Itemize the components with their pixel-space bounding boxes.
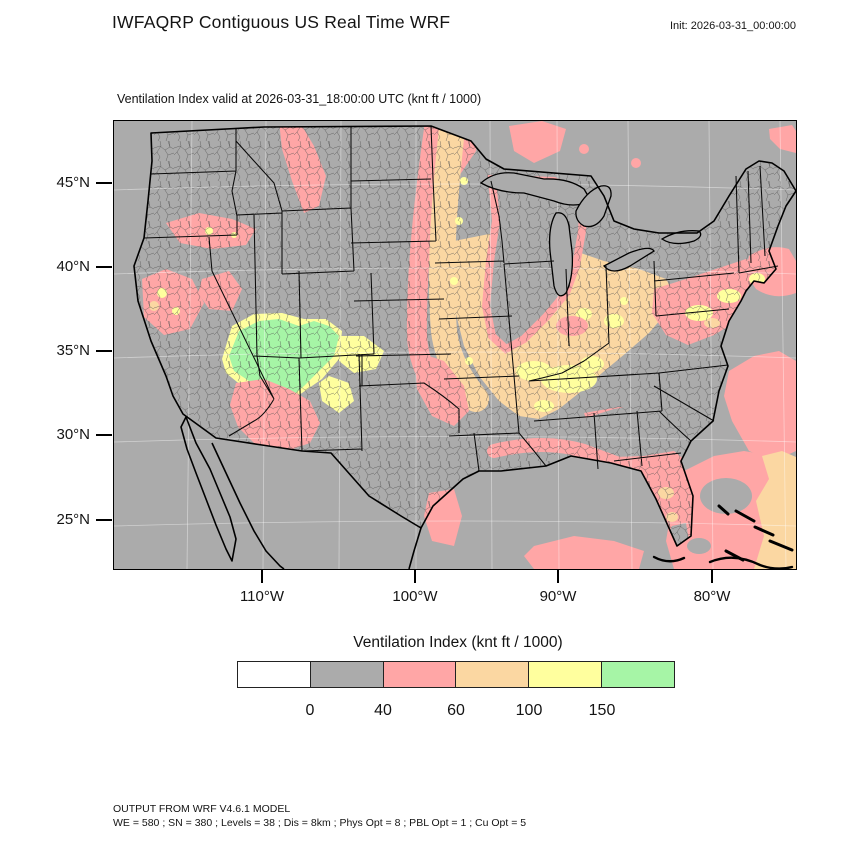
conus-map-frame — [113, 120, 797, 570]
legend-threshold-60: 60 — [447, 702, 465, 719]
xtick-80w: 80°W — [693, 588, 731, 605]
legend-threshold-0: 0 — [305, 702, 315, 719]
ytick-mark — [96, 434, 112, 436]
state-boundaries — [143, 125, 779, 472]
coastline-and-borders — [133, 125, 797, 547]
vi-shading-ocean — [424, 121, 796, 569]
caribbean-islands — [652, 504, 794, 570]
xtick-mark — [261, 570, 263, 583]
ytick-25n: 25°N — [56, 511, 90, 528]
legend-swatch-tan — [456, 661, 530, 688]
ytick-mark — [96, 182, 112, 184]
legend-threshold-150: 150 — [588, 702, 616, 719]
mexico-coastline — [180, 416, 422, 570]
xtick-mark — [414, 570, 416, 583]
ytick-40n: 40°N — [56, 258, 90, 275]
init-timestamp: Init: 2026-03-31_00:00:00 — [670, 20, 796, 32]
ytick-35n: 35°N — [56, 342, 90, 359]
page-title: IWFAQRP Contiguous US Real Time WRF — [112, 12, 451, 32]
legend-threshold-40: 40 — [374, 702, 392, 719]
xtick-100w: 100°W — [392, 588, 438, 605]
ytick-mark — [96, 266, 112, 268]
conus-ventilation-map — [113, 120, 797, 570]
legend-colorbar — [237, 661, 675, 688]
ytick-mark — [96, 519, 112, 521]
legend-threshold-100: 100 — [515, 702, 543, 719]
ytick-mark — [96, 350, 112, 352]
ytick-30n: 30°N — [56, 426, 90, 443]
xtick-90w: 90°W — [539, 588, 577, 605]
legend-swatch-yellow — [529, 661, 603, 688]
graticule — [113, 120, 797, 570]
model-config-note: WE = 580 ; SN = 380 ; Levels = 38 ; Dis … — [113, 817, 527, 829]
legend-swatch-pink — [383, 661, 457, 688]
valid-time-subtitle: Ventilation Index valid at 2026-03-31_18… — [117, 92, 482, 106]
xtick-110w: 110°W — [239, 588, 285, 605]
xtick-mark — [711, 570, 713, 583]
model-output-note: OUTPUT FROM WRF V4.6.1 MODEL — [113, 803, 291, 815]
legend-swatch-gray — [310, 661, 384, 688]
xtick-mark — [557, 570, 559, 583]
legend-swatch-green — [602, 661, 675, 688]
ytick-45n: 45°N — [56, 174, 90, 191]
legend-title: Ventilation Index (knt ft / 1000) — [353, 634, 563, 651]
legend-swatch-white — [237, 661, 311, 688]
